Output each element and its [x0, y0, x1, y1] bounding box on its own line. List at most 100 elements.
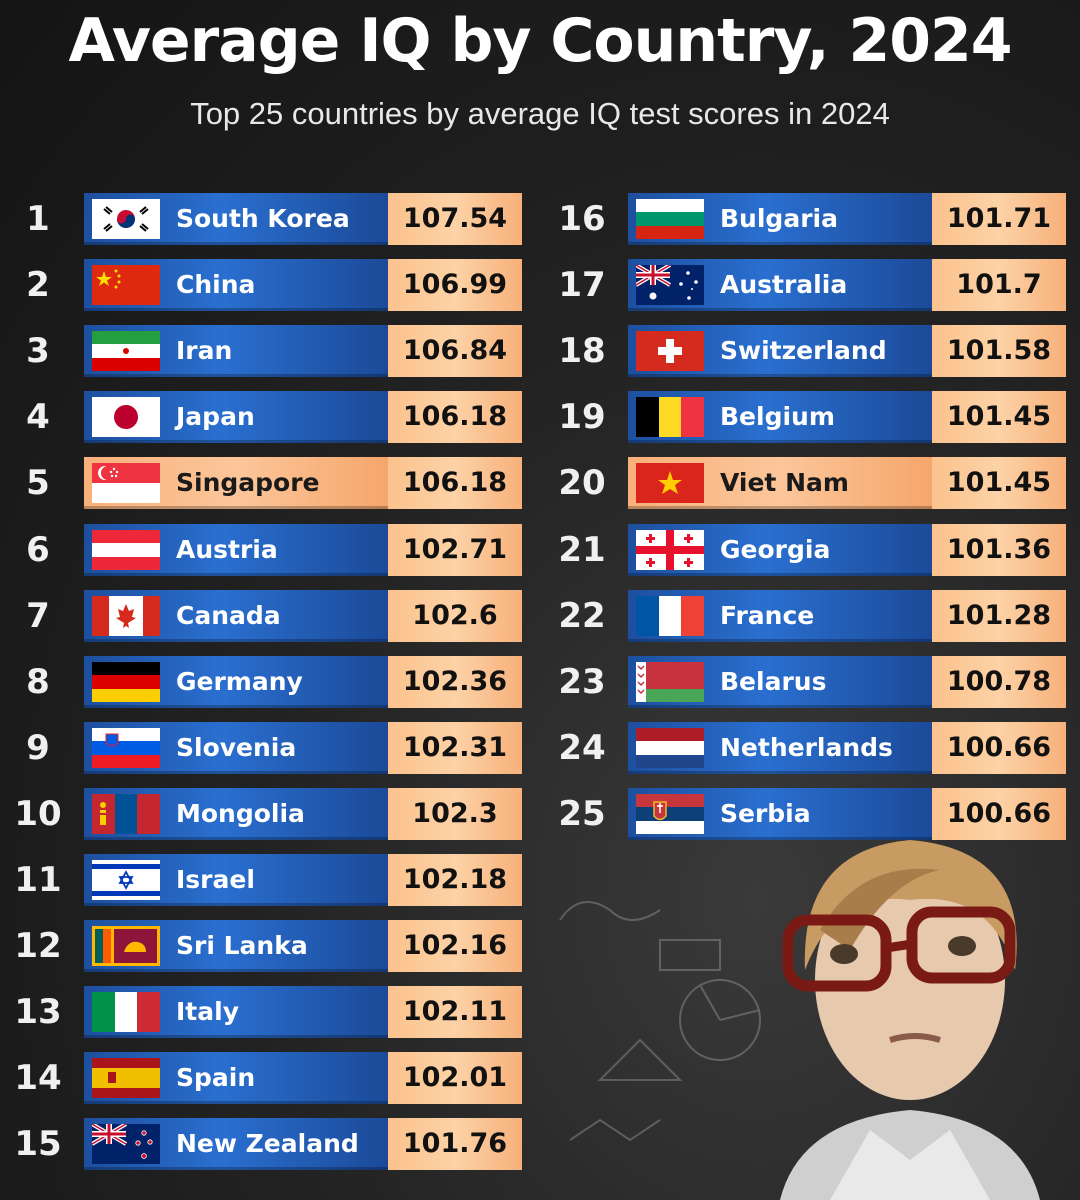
country-name: Switzerland [720, 336, 887, 365]
boy-with-glasses-illustration [780, 840, 1040, 1200]
iq-value: 100.78 [932, 656, 1066, 708]
country-name: Singapore [176, 468, 320, 497]
israel-flag-icon [92, 860, 160, 900]
rank-number: 4 [26, 397, 50, 437]
ranking-row: 4 Japan 106.18 [0, 391, 522, 443]
iq-value: 106.18 [388, 391, 522, 443]
country-bar: Israel [84, 854, 388, 906]
country-name: Bulgaria [720, 204, 838, 233]
iq-value: 102.71 [388, 524, 522, 576]
ranking-row: 13 Italy 102.11 [0, 986, 522, 1038]
canada-flag-icon [92, 596, 160, 636]
country-bar: France [628, 590, 932, 642]
rank-number: 15 [14, 1124, 62, 1164]
rank-number: 22 [558, 596, 606, 636]
iq-value: 102.01 [388, 1052, 522, 1104]
ranking-row: 16 Bulgaria 101.71 [544, 193, 1066, 245]
iq-value: 101.58 [932, 325, 1066, 377]
japan-flag-icon [92, 397, 160, 437]
vietnam-flag-icon [636, 463, 704, 503]
country-name: China [176, 270, 256, 299]
ranking-row: 11 Israel 102.18 [0, 854, 522, 906]
slovenia-flag-icon [92, 728, 160, 768]
country-bar: Switzerland [628, 325, 932, 377]
country-bar: Slovenia [84, 722, 388, 774]
iq-value: 101.28 [932, 590, 1066, 642]
country-name: Germany [176, 667, 303, 696]
country-name: Netherlands [720, 733, 893, 762]
bulgaria-flag-icon [636, 199, 704, 239]
country-bar: Georgia [628, 524, 932, 576]
country-name: Spain [176, 1063, 256, 1092]
country-bar: Mongolia [84, 788, 388, 840]
country-bar: Austria [84, 524, 388, 576]
switzerland-flag-icon [636, 331, 704, 371]
country-name: Belgium [720, 402, 835, 431]
ranking-row: 8 Germany 102.36 [0, 656, 522, 708]
country-bar: Iran [84, 325, 388, 377]
rank-number: 1 [26, 199, 50, 239]
country-bar: Canada [84, 590, 388, 642]
iq-value: 102.18 [388, 854, 522, 906]
south-korea-flag-icon [92, 199, 160, 239]
country-name: New Zealand [176, 1129, 359, 1158]
france-flag-icon [636, 596, 704, 636]
country-name: South Korea [176, 204, 350, 233]
country-bar: Belarus [628, 656, 932, 708]
country-name: Japan [176, 402, 255, 431]
ranking-row: 6 Austria 102.71 [0, 524, 522, 576]
country-bar: Netherlands [628, 722, 932, 774]
sri-lanka-flag-icon [92, 926, 160, 966]
belarus-flag-icon [636, 662, 704, 702]
country-bar: Australia [628, 259, 932, 311]
country-bar: Japan [84, 391, 388, 443]
rank-number: 2 [26, 265, 50, 305]
iq-value: 101.76 [388, 1118, 522, 1170]
rank-number: 19 [558, 397, 606, 437]
page-subtitle: Top 25 countries by average IQ test scor… [190, 96, 890, 131]
country-name: Australia [720, 270, 848, 299]
country-name: Mongolia [176, 799, 305, 828]
iq-value: 106.99 [388, 259, 522, 311]
country-bar: New Zealand [84, 1118, 388, 1170]
country-bar: Belgium [628, 391, 932, 443]
ranking-row: 18 Switzerland 101.58 [544, 325, 1066, 377]
iq-value: 102.3 [388, 788, 522, 840]
rank-number: 20 [558, 463, 606, 503]
rank-number: 13 [14, 992, 62, 1032]
rank-number: 9 [26, 728, 50, 768]
belgium-flag-icon [636, 397, 704, 437]
iq-value: 107.54 [388, 193, 522, 245]
ranking-row: 21 Georgia 101.36 [544, 524, 1066, 576]
rank-number: 8 [26, 662, 50, 702]
country-bar: Sri Lanka [84, 920, 388, 972]
iq-value: 102.16 [388, 920, 522, 972]
country-name: Italy [176, 997, 239, 1026]
country-bar: Germany [84, 656, 388, 708]
ranking-row: 7 Canada 102.6 [0, 590, 522, 642]
country-bar: Italy [84, 986, 388, 1038]
ranking-row: 14 Spain 102.01 [0, 1052, 522, 1104]
rank-number: 3 [26, 331, 50, 371]
china-flag-icon [92, 265, 160, 305]
rank-number: 12 [14, 926, 62, 966]
ranking-row: 25 Serbia 100.66 [544, 788, 1066, 840]
iq-value: 100.66 [932, 788, 1066, 840]
singapore-flag-icon [92, 463, 160, 503]
italy-flag-icon [92, 992, 160, 1032]
ranking-row: 2 China 106.99 [0, 259, 522, 311]
iq-value: 101.36 [932, 524, 1066, 576]
ranking-row: 24 Netherlands 100.66 [544, 722, 1066, 774]
new-zealand-flag-icon [92, 1124, 160, 1164]
country-bar: Viet Nam [628, 457, 932, 509]
serbia-flag-icon [636, 794, 704, 834]
country-name: Viet Nam [720, 468, 849, 497]
rank-number: 25 [558, 794, 606, 834]
country-name: Slovenia [176, 733, 297, 762]
iq-value: 106.84 [388, 325, 522, 377]
ranking-row: 5 Singapore 106.18 [0, 457, 522, 509]
country-bar: Serbia [628, 788, 932, 840]
rank-number: 5 [26, 463, 50, 503]
ranking-row: 19 Belgium 101.45 [544, 391, 1066, 443]
rank-number: 18 [558, 331, 606, 371]
